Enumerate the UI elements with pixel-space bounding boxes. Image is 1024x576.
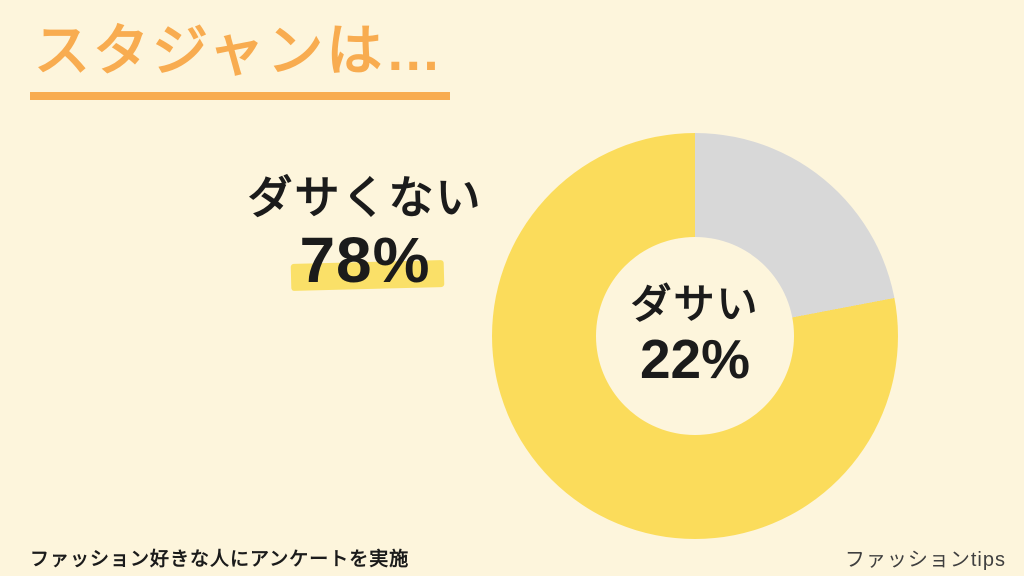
page-title: スタジャンは… xyxy=(30,16,451,100)
majority-value-wrap: 78% xyxy=(291,228,445,292)
donut-chart: ダサい 22% xyxy=(492,133,898,539)
brand-credit: ファッションtips xyxy=(844,549,1006,571)
majority-value: 78% xyxy=(299,223,431,296)
minority-value: 22% xyxy=(639,328,751,391)
majority-annotation: ダサくない 78% xyxy=(215,172,515,292)
donut-center: ダサい 22% xyxy=(596,237,794,435)
survey-note: ファッション好きな人にアンケートを実施 xyxy=(30,549,410,570)
majority-label: ダサくない xyxy=(247,172,483,223)
minority-label: ダサい xyxy=(630,281,760,328)
